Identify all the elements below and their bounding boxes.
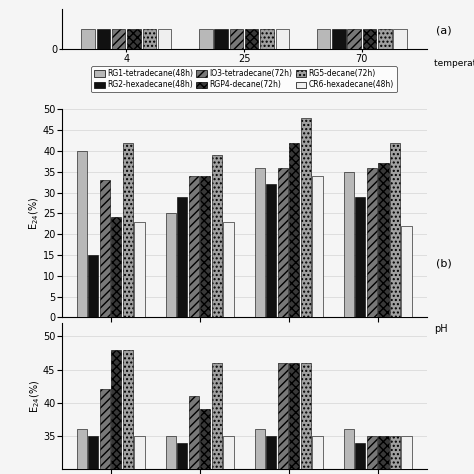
- Bar: [135, 436, 145, 474]
- Y-axis label: E$_{24}$(%) : E$_{24}$(%): [28, 196, 42, 230]
- Bar: [378, 436, 389, 474]
- Bar: [201, 176, 210, 318]
- Bar: [230, 29, 243, 49]
- Bar: [189, 176, 199, 318]
- Bar: [88, 436, 98, 474]
- Y-axis label: E$_{24}$(%) : E$_{24}$(%): [28, 379, 42, 413]
- Bar: [393, 29, 407, 49]
- Bar: [212, 155, 222, 318]
- Bar: [199, 29, 212, 49]
- Bar: [212, 363, 222, 474]
- Bar: [367, 167, 377, 318]
- Bar: [401, 436, 411, 474]
- Bar: [390, 143, 400, 318]
- Bar: [223, 436, 234, 474]
- Bar: [165, 213, 176, 318]
- Bar: [111, 218, 121, 318]
- Legend: RG1-tetradecane(48h), RG2-hexadecane(48h), IO3-tetradecane(72h), RGP4-decane(72h: RG1-tetradecane(48h), RG2-hexadecane(48h…: [91, 66, 397, 92]
- Bar: [301, 363, 311, 474]
- Bar: [347, 29, 361, 49]
- Bar: [266, 184, 276, 318]
- Bar: [317, 29, 330, 49]
- Bar: [123, 143, 133, 318]
- Bar: [214, 29, 228, 49]
- Bar: [378, 164, 389, 318]
- Bar: [123, 350, 133, 474]
- Bar: [100, 390, 110, 474]
- Bar: [367, 436, 377, 474]
- Bar: [301, 118, 311, 318]
- Bar: [245, 29, 258, 49]
- Bar: [255, 429, 265, 474]
- Bar: [88, 255, 98, 318]
- Bar: [355, 443, 365, 474]
- Bar: [201, 410, 210, 474]
- Bar: [276, 29, 289, 49]
- Bar: [260, 29, 274, 49]
- Bar: [135, 222, 145, 318]
- Text: temperature (°C): temperature (°C): [434, 59, 474, 68]
- Bar: [266, 436, 276, 474]
- Bar: [255, 167, 265, 318]
- Bar: [143, 29, 156, 49]
- Bar: [278, 167, 288, 318]
- Bar: [165, 436, 176, 474]
- Bar: [100, 180, 110, 318]
- Bar: [289, 363, 300, 474]
- Bar: [111, 350, 121, 474]
- Bar: [223, 222, 234, 318]
- Bar: [158, 29, 172, 49]
- Text: pH: pH: [434, 324, 447, 334]
- Bar: [289, 143, 300, 318]
- Bar: [390, 436, 400, 474]
- Bar: [344, 172, 354, 318]
- Bar: [278, 363, 288, 474]
- Bar: [401, 226, 411, 318]
- Bar: [189, 396, 199, 474]
- Text: (a): (a): [436, 26, 452, 36]
- Bar: [363, 29, 376, 49]
- Bar: [128, 29, 141, 49]
- Bar: [82, 29, 95, 49]
- Text: (b): (b): [436, 258, 452, 268]
- Bar: [77, 151, 87, 318]
- Bar: [177, 443, 187, 474]
- Bar: [344, 429, 354, 474]
- Bar: [177, 197, 187, 318]
- Bar: [355, 197, 365, 318]
- Bar: [312, 436, 323, 474]
- Bar: [378, 29, 392, 49]
- Bar: [77, 429, 87, 474]
- Bar: [97, 29, 110, 49]
- Bar: [332, 29, 346, 49]
- Bar: [112, 29, 126, 49]
- Bar: [312, 176, 323, 318]
